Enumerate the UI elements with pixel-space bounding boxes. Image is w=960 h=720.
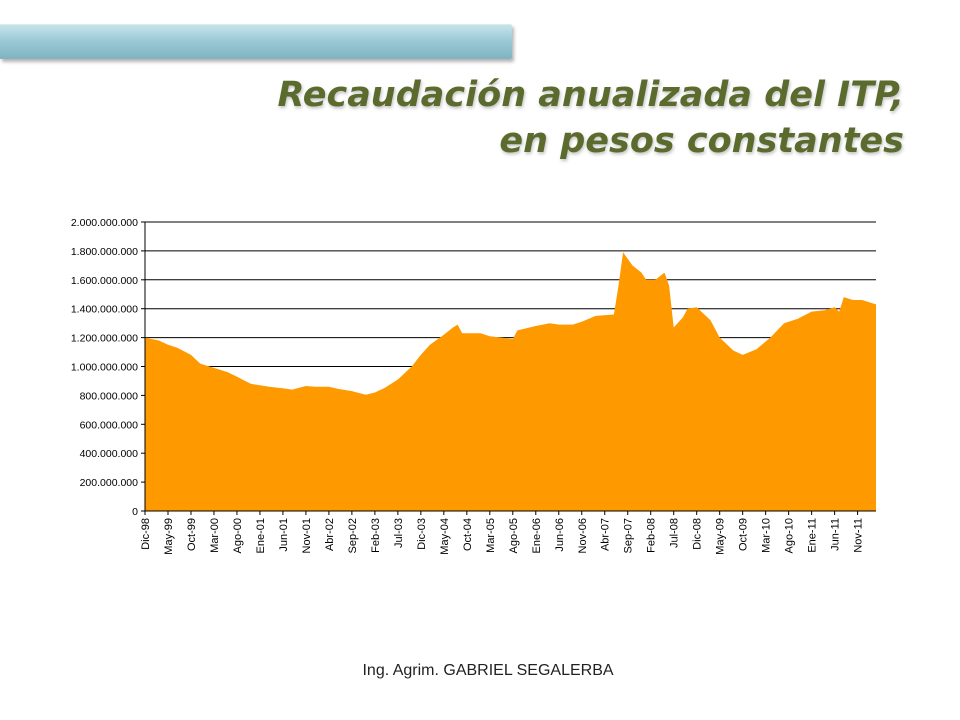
y-tick-label: 1.200.000.000 (71, 333, 138, 345)
series-area-layer (145, 252, 876, 512)
x-tick-label: Mar-00 (209, 518, 221, 553)
x-tick-label: Sep-07 (623, 518, 635, 553)
x-tick-label: Ene-11 (807, 518, 819, 553)
title-line-1: Recaudación anualizada del ITP, (277, 75, 905, 115)
x-tick-label: May-99 (163, 518, 175, 555)
y-tick-label: 1.400.000.000 (71, 304, 138, 316)
y-tick-label: 1.000.000.000 (71, 362, 138, 374)
x-tick-label: Jul-08 (669, 518, 681, 548)
x-tick-label: Ago-05 (508, 518, 520, 553)
footer-author: Ing. Agrim. GABRIEL SEGALERBA (0, 662, 960, 680)
x-tick-label: Mar-05 (485, 518, 497, 553)
x-tick-label: Oct-99 (186, 518, 198, 551)
y-tick-label: 200.000.000 (80, 477, 139, 489)
x-tick-label: Jun-11 (830, 518, 842, 551)
x-tick-label: Ene-01 (255, 518, 267, 553)
revenue-area-chart: 0 200.000.000 400.000.000 600.000.000 800.00… (71, 217, 876, 555)
footer-text: Ing. Agrim. GABRIEL SEGALERBA (362, 662, 614, 679)
x-tick-label: Jun-01 (278, 518, 290, 552)
x-tick-label: Dic-08 (692, 518, 704, 550)
x-tick-label: Abr-02 (324, 518, 336, 551)
x-tick-label: Dic-98 (140, 518, 152, 550)
x-tick-label: Oct-09 (738, 518, 750, 551)
x-tick-label: Ene-06 (531, 518, 543, 553)
y-tick-label: 2.000.000.000 (71, 217, 138, 229)
x-tick-label: Jun-06 (554, 518, 566, 552)
x-tick-label: Nov-11 (853, 518, 865, 553)
title-line-2: en pesos constantes (499, 121, 904, 161)
header-accent-bar (0, 24, 512, 59)
x-tick-label: Oct-04 (462, 518, 474, 551)
y-tick-labels: 0 200.000.000 400.000.000 600.000.000 800.00… (71, 217, 145, 518)
x-tick-label: Abr-07 (600, 518, 612, 551)
x-tick-label: Nov-06 (577, 518, 589, 553)
x-tick-label: Nov-01 (301, 518, 313, 553)
x-tick-label: Dic-03 (416, 518, 428, 550)
x-tick-label: Feb-03 (370, 518, 382, 553)
x-tick-label: Ago-00 (232, 518, 244, 553)
x-tick-label: May-04 (439, 518, 451, 555)
slide-title: Recaudación anualizada del ITP, en pesos… (144, 72, 905, 164)
x-tick-label: Sep-02 (347, 518, 359, 553)
y-tick-label: 800.000.000 (80, 390, 139, 402)
y-tick-label: 0 (132, 506, 138, 518)
x-tick-label: Jul-03 (393, 518, 405, 548)
y-tick-label: 1.600.000.000 (71, 275, 138, 287)
x-tick-label: Ago-10 (784, 518, 796, 553)
x-tick-label: Mar-10 (761, 518, 773, 553)
y-tick-label: 600.000.000 (80, 419, 139, 431)
y-tick-label: 400.000.000 (80, 448, 139, 460)
series-area (145, 252, 876, 512)
x-tick-label: May-09 (715, 518, 727, 555)
x-tick-label: Feb-08 (646, 518, 658, 553)
x-tick-labels: Dic-98 May-99 Oct-99 Mar-00 Ago-00 Ene-01 Jun-… (140, 511, 865, 555)
y-tick-label: 1.800.000.000 (71, 246, 138, 258)
